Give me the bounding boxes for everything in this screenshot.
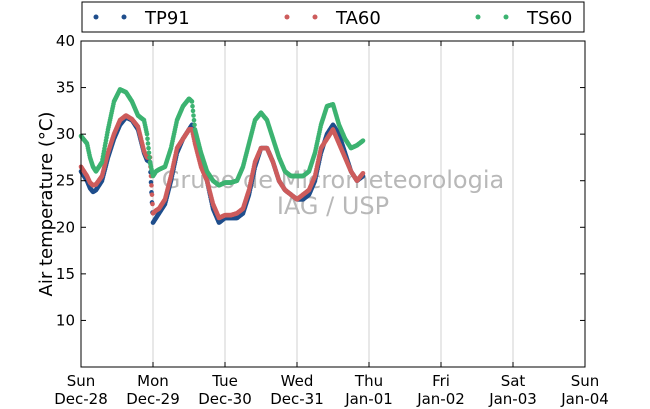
data-point <box>145 141 151 146</box>
x-tick-label-date: Dec-29 <box>126 390 180 408</box>
watermark-line-1: Grupo de Micrometeorologia <box>162 166 504 194</box>
x-axis: SunDec-28MonDec-29TueDec-30WedDec-31ThuJ… <box>54 41 609 408</box>
legend-marker <box>284 14 290 20</box>
data-point <box>191 113 196 118</box>
x-tick-label-date: Dec-30 <box>198 390 252 408</box>
data-point <box>146 145 151 151</box>
legend-label-tp91: TP91 <box>144 8 190 29</box>
legend-label-ta60: TA60 <box>335 8 381 29</box>
x-tick-label-day: Thu <box>354 372 383 390</box>
y-tick-label: 25 <box>56 172 75 190</box>
data-point <box>145 136 150 142</box>
legend-marker <box>93 14 99 20</box>
series-ta60 <box>78 113 366 221</box>
legend-marker <box>312 14 318 20</box>
data-points <box>78 87 366 225</box>
y-tick-label: 10 <box>56 311 75 329</box>
y-axis: 10 15 20 25 30 35 40 <box>56 32 585 329</box>
data-point <box>190 108 196 114</box>
x-tick-label-date: Jan-02 <box>416 390 465 408</box>
plot-frame <box>80 40 586 368</box>
legend-marker <box>475 14 481 20</box>
x-tick-label-day: Tue <box>211 372 238 390</box>
data-point <box>189 99 195 104</box>
x-tick-label-day: Mon <box>137 372 169 390</box>
series-ts60 <box>78 87 366 188</box>
data-point <box>146 150 152 156</box>
data-point <box>147 155 152 160</box>
data-point <box>192 122 197 128</box>
x-tick-label-date: Jan-03 <box>488 390 537 408</box>
legend-marker <box>121 14 127 20</box>
x-tick-label-day: Fri <box>432 372 450 390</box>
y-tick-label: 40 <box>56 32 75 50</box>
y-axis-title: Air temperature (°C) <box>36 112 57 297</box>
x-tick-label-day: Sun <box>571 372 600 390</box>
data-point <box>149 192 155 197</box>
data-point <box>360 170 366 176</box>
legend-marker <box>503 14 509 20</box>
x-tick-label-date: Dec-31 <box>270 390 324 408</box>
y-tick-label: 20 <box>56 218 75 236</box>
data-point <box>191 117 197 123</box>
y-tick-label: 30 <box>56 125 75 143</box>
legend-box <box>81 1 585 33</box>
x-tick-label-date: Jan-04 <box>560 390 609 408</box>
data-point <box>149 183 154 188</box>
legend-label-ts60: TS60 <box>526 8 572 29</box>
data-point <box>144 131 150 137</box>
x-tick-label-day: Sat <box>501 372 526 390</box>
x-tick-label-date: Dec-28 <box>54 390 108 408</box>
legend: TP91 TA60 TS60 <box>81 1 585 33</box>
x-tick-label-day: Sun <box>67 372 96 390</box>
y-tick-label: 35 <box>56 79 75 97</box>
x-tick-label-day: Wed <box>281 372 314 390</box>
data-point <box>150 201 155 207</box>
x-tick-label-date: Jan-01 <box>344 390 393 408</box>
x-grid <box>152 41 514 367</box>
data-point <box>190 103 195 109</box>
y-tick-label: 15 <box>56 265 75 283</box>
data-point <box>360 138 366 143</box>
